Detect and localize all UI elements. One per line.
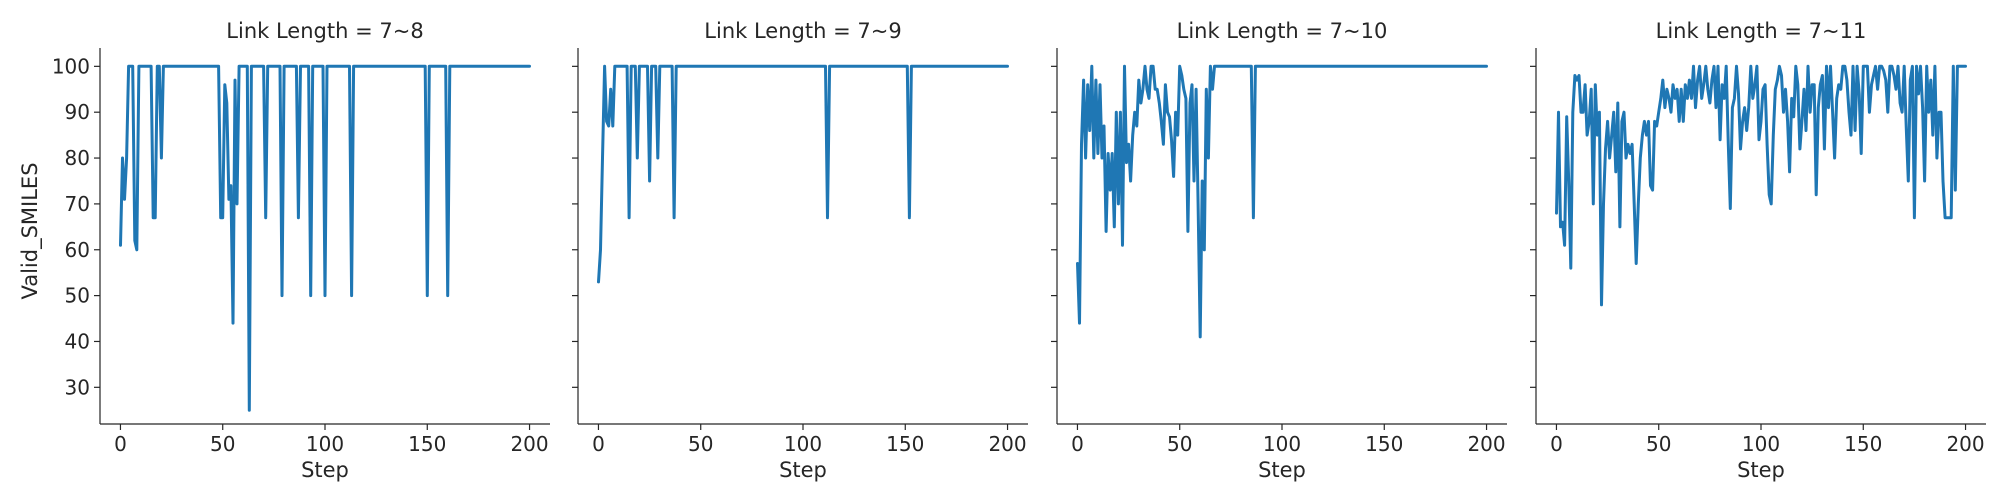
- x-tick-label: 150: [408, 432, 446, 456]
- y-tick-label: 70: [65, 192, 90, 216]
- x-tick-label: 200: [988, 432, 1026, 456]
- x-axis-label: Step: [1737, 458, 1785, 482]
- series-line-panel-4: [1555, 64, 1967, 307]
- x-axis-label: Step: [779, 458, 827, 482]
- panel-title: Link Length = 7~10: [1177, 19, 1388, 43]
- series-line-panel-3: [1076, 64, 1488, 339]
- y-axis-label: Valid_SMILES: [18, 162, 43, 299]
- y-tick-label: 100: [52, 54, 90, 78]
- y-tick-label: 90: [65, 100, 90, 124]
- y-tick-label: 30: [65, 375, 90, 399]
- y-tick-label: 80: [65, 146, 90, 170]
- panel-title: Link Length = 7~8: [226, 19, 423, 43]
- x-tick-label: 150: [1365, 432, 1403, 456]
- y-tick-label: 50: [65, 284, 90, 308]
- series-line-panel-2: [597, 64, 1009, 284]
- x-tick-label: 100: [784, 432, 822, 456]
- x-tick-label: 200: [1467, 432, 1505, 456]
- x-tick-label: 0: [1071, 432, 1084, 456]
- x-tick-label: 0: [592, 432, 605, 456]
- x-axis-label: Step: [301, 458, 349, 482]
- x-tick-label: 50: [210, 432, 235, 456]
- y-tick-label: 60: [65, 238, 90, 262]
- y-tick-label: 40: [65, 329, 90, 353]
- x-tick-label: 100: [1263, 432, 1301, 456]
- x-axis-label: Step: [1258, 458, 1306, 482]
- panel-title: Link Length = 7~9: [704, 19, 901, 43]
- x-tick-label: 100: [1742, 432, 1780, 456]
- x-tick-label: 200: [510, 432, 548, 456]
- x-tick-label: 50: [1646, 432, 1671, 456]
- x-tick-label: 50: [688, 432, 713, 456]
- series-line-panel-1: [119, 64, 531, 412]
- panel-title: Link Length = 7~11: [1656, 19, 1867, 43]
- x-tick-label: 100: [306, 432, 344, 456]
- x-tick-label: 50: [1167, 432, 1192, 456]
- x-tick-label: 0: [114, 432, 127, 456]
- x-tick-label: 150: [1844, 432, 1882, 456]
- x-tick-label: 200: [1946, 432, 1984, 456]
- x-tick-label: 0: [1550, 432, 1563, 456]
- x-tick-label: 150: [886, 432, 924, 456]
